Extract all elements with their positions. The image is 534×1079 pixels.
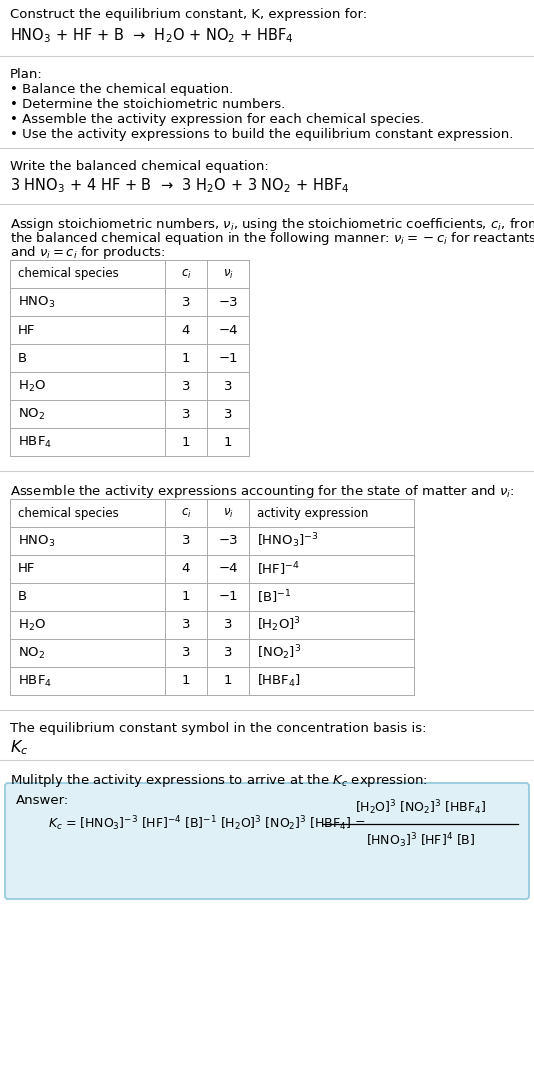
Text: 4: 4 [182, 562, 190, 575]
Text: −4: −4 [218, 562, 238, 575]
Text: HF: HF [18, 562, 35, 575]
Text: chemical species: chemical species [18, 268, 119, 281]
Text: H$_2$O: H$_2$O [18, 379, 46, 394]
Text: −4: −4 [218, 324, 238, 337]
Text: activity expression: activity expression [257, 506, 368, 519]
FancyBboxPatch shape [5, 783, 529, 899]
Text: HNO$_3$ + HF + B  →  H$_2$O + NO$_2$ + HBF$_4$: HNO$_3$ + HF + B → H$_2$O + NO$_2$ + HBF… [10, 26, 294, 44]
Text: H$_2$O: H$_2$O [18, 617, 46, 632]
Text: NO$_2$: NO$_2$ [18, 645, 45, 660]
Text: • Balance the chemical equation.: • Balance the chemical equation. [10, 83, 233, 96]
Text: HBF$_4$: HBF$_4$ [18, 673, 52, 688]
Text: $\nu_i$: $\nu_i$ [223, 268, 233, 281]
Text: [B]$^{-1}$: [B]$^{-1}$ [257, 588, 292, 605]
Text: and $\nu_i = c_i$ for products:: and $\nu_i = c_i$ for products: [10, 244, 166, 261]
Text: 3: 3 [182, 646, 190, 659]
Text: chemical species: chemical species [18, 506, 119, 519]
Text: $K_c$: $K_c$ [10, 738, 28, 756]
Bar [10, 498, 414, 695]
Text: 1: 1 [182, 436, 190, 449]
Text: B: B [18, 352, 27, 365]
Text: • Determine the stoichiometric numbers.: • Determine the stoichiometric numbers. [10, 98, 285, 111]
Text: 3 HNO$_3$ + 4 HF + B  →  3 H$_2$O + 3 NO$_2$ + HBF$_4$: 3 HNO$_3$ + 4 HF + B → 3 H$_2$O + 3 NO$_… [10, 176, 350, 194]
Text: HBF$_4$: HBF$_4$ [18, 435, 52, 450]
Text: HNO$_3$: HNO$_3$ [18, 533, 56, 548]
Text: 3: 3 [224, 408, 232, 421]
Bar [10, 260, 249, 456]
Text: 1: 1 [224, 436, 232, 449]
Text: HF: HF [18, 324, 35, 337]
Text: • Use the activity expressions to build the equilibrium constant expression.: • Use the activity expressions to build … [10, 128, 513, 141]
Text: Write the balanced chemical equation:: Write the balanced chemical equation: [10, 160, 269, 173]
Text: Mulitply the activity expressions to arrive at the $K_c$ expression:: Mulitply the activity expressions to arr… [10, 771, 428, 789]
Text: $c_i$: $c_i$ [180, 268, 191, 281]
Text: Assemble the activity expressions accounting for the state of matter and $\nu_i$: Assemble the activity expressions accoun… [10, 483, 515, 500]
Text: $K_c$ = [HNO$_3$]$^{-3}$ [HF]$^{-4}$ [B]$^{-1}$ [H$_2$O]$^3$ [NO$_2$]$^3$ [HBF$_: $K_c$ = [HNO$_3$]$^{-3}$ [HF]$^{-4}$ [B]… [48, 815, 366, 833]
Text: $\nu_i$: $\nu_i$ [223, 506, 233, 520]
Text: B: B [18, 590, 27, 603]
Text: [HBF$_4$]: [HBF$_4$] [257, 673, 301, 689]
Text: Plan:: Plan: [10, 68, 43, 81]
Text: The equilibrium constant symbol in the concentration basis is:: The equilibrium constant symbol in the c… [10, 722, 427, 735]
Text: • Assemble the activity expression for each chemical species.: • Assemble the activity expression for e… [10, 113, 424, 126]
Text: Assign stoichiometric numbers, $\nu_i$, using the stoichiometric coefficients, $: Assign stoichiometric numbers, $\nu_i$, … [10, 216, 534, 233]
Text: 1: 1 [224, 674, 232, 687]
Text: [NO$_2$]$^3$: [NO$_2$]$^3$ [257, 644, 301, 663]
Text: 3: 3 [224, 646, 232, 659]
Text: −3: −3 [218, 534, 238, 547]
Text: 3: 3 [182, 408, 190, 421]
Text: 1: 1 [182, 352, 190, 365]
Text: 3: 3 [182, 380, 190, 393]
Text: −1: −1 [218, 590, 238, 603]
Text: −3: −3 [218, 296, 238, 309]
Text: 3: 3 [182, 534, 190, 547]
Text: 4: 4 [182, 324, 190, 337]
Text: [HF]$^{-4}$: [HF]$^{-4}$ [257, 560, 300, 577]
Text: HNO$_3$: HNO$_3$ [18, 295, 56, 310]
Text: −1: −1 [218, 352, 238, 365]
Text: [H$_2$O]$^3$ [NO$_2$]$^3$ [HBF$_4$]: [H$_2$O]$^3$ [NO$_2$]$^3$ [HBF$_4$] [355, 798, 486, 818]
Text: 3: 3 [182, 618, 190, 631]
Text: 1: 1 [182, 674, 190, 687]
Text: 3: 3 [224, 618, 232, 631]
Text: Answer:: Answer: [16, 794, 69, 807]
Text: [HNO$_3$]$^{-3}$: [HNO$_3$]$^{-3}$ [257, 532, 319, 550]
Text: [HNO$_3$]$^3$ [HF]$^4$ [B]: [HNO$_3$]$^3$ [HF]$^4$ [B] [366, 832, 475, 850]
Text: Construct the equilibrium constant, K, expression for:: Construct the equilibrium constant, K, e… [10, 8, 367, 21]
Text: the balanced chemical equation in the following manner: $\nu_i = -c_i$ for react: the balanced chemical equation in the fo… [10, 230, 534, 247]
Text: $c_i$: $c_i$ [180, 506, 191, 520]
Text: [H$_2$O]$^3$: [H$_2$O]$^3$ [257, 616, 301, 634]
Text: 3: 3 [224, 380, 232, 393]
Text: 3: 3 [182, 296, 190, 309]
Text: NO$_2$: NO$_2$ [18, 407, 45, 422]
Text: 1: 1 [182, 590, 190, 603]
